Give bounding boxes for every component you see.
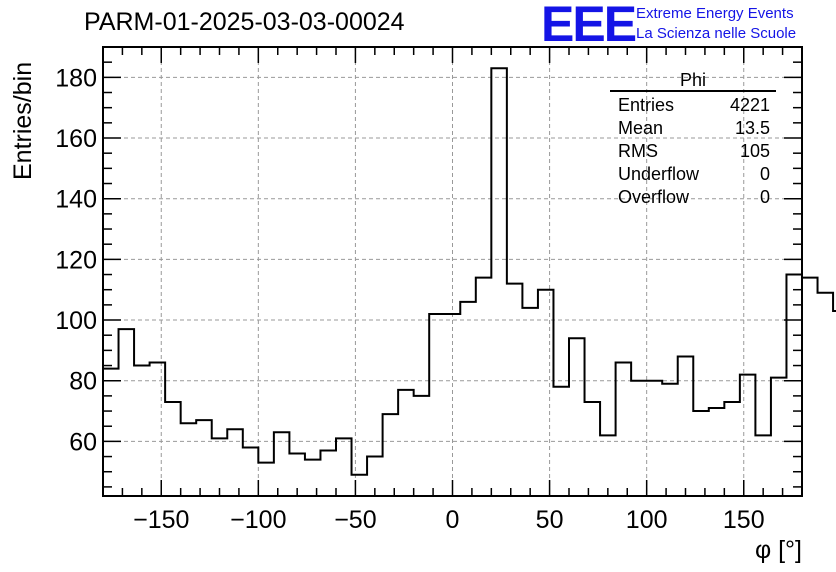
eee-logo: EEE: [541, 0, 637, 52]
tick-labels: −150 −100 −50 0 50 100 150 60 80 100 120 140 160 180: [55, 64, 764, 534]
axis-ticks: [102, 46, 803, 496]
y-tick-label: 120: [55, 246, 97, 274]
logo-line-1: Extreme Energy Events: [636, 5, 794, 22]
x-tick-label: 100: [626, 506, 668, 534]
stats-row-mean: Mean 13.5: [610, 117, 776, 140]
stat-label: Overflow: [618, 187, 690, 207]
y-axis-label: Entries/bin: [9, 62, 37, 180]
stats-row-overflow: Overflow 0: [610, 186, 776, 209]
stat-value: 13.5: [734, 118, 770, 138]
stat-label: Underflow: [618, 164, 700, 184]
stat-label: RMS: [618, 141, 658, 161]
x-tick-label: 50: [536, 506, 564, 534]
y-tick-label: 140: [55, 186, 97, 214]
x-axis-label: φ [°]: [755, 536, 802, 564]
y-tick-label: 160: [55, 125, 97, 153]
logo-line-2: La Scienza nelle Scuole: [636, 25, 797, 42]
stat-value: 0: [759, 164, 770, 184]
x-tick-label: −100: [230, 506, 286, 534]
x-tick-label: 0: [446, 506, 460, 534]
stat-label: Mean: [618, 118, 664, 138]
stat-label: Entries: [618, 95, 675, 115]
stats-title: Phi: [610, 70, 776, 92]
y-tick-label: 60: [69, 428, 97, 456]
grid: [103, 47, 802, 496]
y-tick-label: 100: [55, 307, 97, 335]
x-tick-label: −150: [133, 506, 189, 534]
stats-row-rms: RMS 105: [610, 140, 776, 163]
x-tick-label: 150: [723, 506, 765, 534]
histogram-line: [103, 67, 836, 476]
stats-box: Phi Entries 4221 Mean 13.5 RMS 105 Under…: [610, 70, 776, 209]
y-tick-label: 80: [69, 368, 97, 396]
stats-row-entries: Entries 4221: [610, 94, 776, 117]
x-tick-label: −50: [334, 506, 376, 534]
y-tick-label: 180: [55, 64, 97, 92]
stats-row-underflow: Underflow 0: [610, 163, 776, 186]
stat-value: 0: [759, 187, 770, 207]
chart-title: PARM-01-2025-03-03-00024: [84, 8, 405, 36]
stat-value: 4221: [729, 95, 770, 115]
stat-value: 105: [739, 141, 770, 161]
